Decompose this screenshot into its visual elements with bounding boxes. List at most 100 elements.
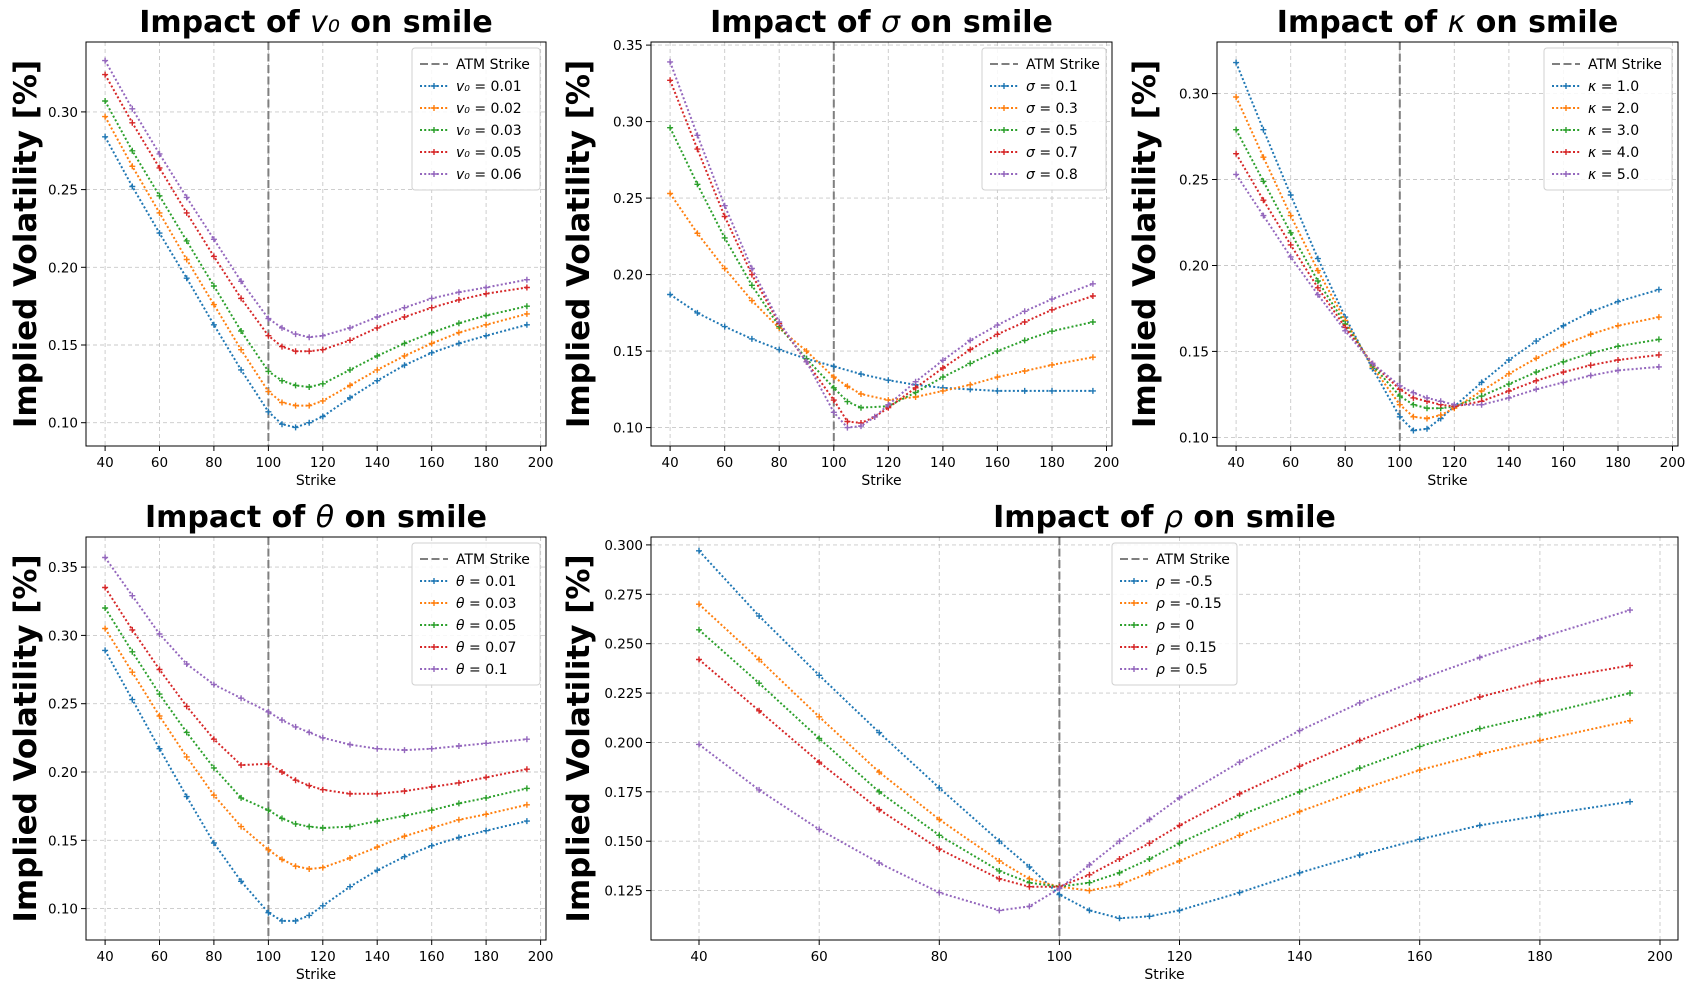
data-point	[1086, 907, 1093, 914]
y-axis-label: Implied Volatility [%]	[561, 60, 597, 428]
data-point	[129, 696, 136, 703]
data-point	[776, 319, 783, 325]
data-point	[1396, 393, 1403, 400]
data-point	[996, 875, 1003, 882]
data-point	[1478, 388, 1485, 394]
data-point	[871, 413, 878, 420]
series-3	[102, 98, 530, 390]
data-point	[156, 631, 163, 637]
data-point	[292, 820, 299, 827]
legend-label: θ = 0.05	[456, 618, 516, 634]
data-point	[183, 209, 190, 216]
data-point	[1627, 690, 1633, 697]
data-point	[748, 282, 755, 289]
y-axis-label: Implied Volatility [%]	[8, 60, 44, 428]
chart-title: Impact of θ on smile	[145, 500, 487, 535]
legend-symbol: v₀	[456, 123, 470, 139]
data-point	[210, 321, 217, 328]
data-point	[102, 584, 109, 591]
y-tick-label: 0.25	[613, 191, 643, 207]
x-tick-label: 140	[930, 455, 956, 471]
series-line	[104, 627, 528, 871]
data-point	[156, 230, 163, 237]
legend-value: = 0.03	[470, 123, 522, 139]
y-tick-label: 0.15	[613, 344, 643, 360]
legend-symbol: σ	[1026, 167, 1036, 183]
y-tick-label: 0.175	[604, 785, 643, 801]
data-point	[156, 150, 163, 157]
data-point	[1410, 394, 1417, 401]
data-point	[319, 864, 326, 871]
data-point	[748, 297, 755, 304]
legend-box	[411, 47, 541, 191]
data-point	[102, 605, 109, 611]
data-point	[374, 844, 381, 851]
data-point	[885, 377, 892, 384]
data-point	[1086, 879, 1093, 886]
data-point	[238, 295, 245, 302]
data-point	[374, 314, 381, 320]
data-point	[1627, 717, 1633, 724]
legend-value: = 0.5	[1165, 662, 1208, 678]
x-tick-label: 60	[811, 949, 828, 965]
data-point	[483, 811, 490, 818]
data-point	[1615, 343, 1621, 350]
data-point	[183, 237, 190, 244]
data-point	[1026, 883, 1033, 890]
data-point	[279, 717, 285, 724]
x-tick-label: 180	[1527, 949, 1553, 965]
y-tick-label: 0.300	[604, 538, 643, 554]
chart-title: Impact of κ on smile	[1277, 5, 1618, 40]
data-point	[1533, 338, 1540, 345]
series-1	[102, 647, 530, 924]
data-point	[1146, 869, 1153, 876]
legend-value: = 5.0	[1596, 167, 1639, 183]
data-point	[523, 785, 530, 792]
data-point	[1260, 212, 1267, 219]
data-point	[306, 729, 313, 736]
data-point	[292, 348, 299, 355]
data-point	[858, 371, 864, 378]
data-point	[523, 276, 530, 283]
data-point	[102, 554, 109, 561]
x-axis-label: Strike	[1144, 967, 1184, 983]
data-point	[967, 346, 974, 353]
y-tick-label: 0.200	[604, 736, 643, 752]
data-point	[238, 878, 245, 885]
data-point	[1424, 405, 1430, 412]
x-tick-label: 140	[1287, 949, 1313, 965]
legend-marker	[1563, 127, 1569, 133]
data-point	[1536, 678, 1543, 685]
data-point	[455, 834, 462, 841]
data-point	[1116, 838, 1123, 845]
x-tick-label: 60	[1282, 455, 1299, 471]
x-tick-label: 140	[364, 455, 390, 471]
data-point	[1536, 812, 1543, 819]
data-point	[1314, 284, 1321, 291]
data-point	[347, 790, 353, 797]
legend-value: = 0.15	[1165, 640, 1217, 656]
data-point	[1049, 328, 1055, 335]
data-point	[1021, 319, 1028, 325]
legend-symbol: κ	[1588, 123, 1597, 139]
y-tick-label: 0.275	[604, 587, 643, 603]
data-point	[1615, 357, 1621, 363]
x-axis-label: Strike	[861, 473, 901, 489]
data-point	[238, 366, 245, 373]
data-point	[306, 866, 313, 872]
data-point	[776, 346, 783, 353]
data-point	[876, 729, 883, 736]
data-point	[347, 823, 353, 830]
data-point	[306, 823, 313, 830]
legend-atm-label: ATM Strike	[1026, 57, 1100, 73]
data-point	[483, 321, 490, 328]
x-tick-label: 80	[205, 949, 222, 965]
legend-label: ρ = 0	[1156, 618, 1194, 634]
data-point	[455, 289, 462, 296]
chart-title-suffix: on smile	[900, 5, 1053, 40]
data-point	[756, 656, 763, 663]
legend-symbol: ρ	[1156, 574, 1165, 590]
legend-value: = 0.3	[1035, 101, 1078, 117]
data-point	[455, 329, 462, 336]
